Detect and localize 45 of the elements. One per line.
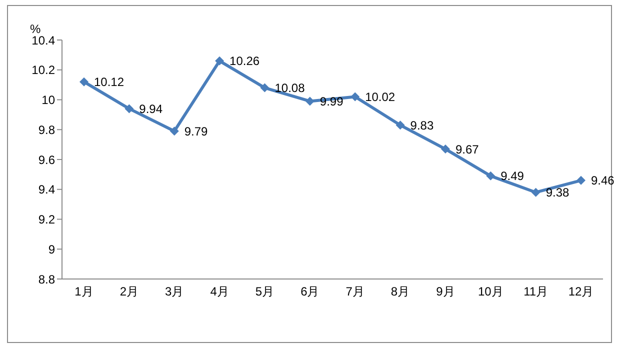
y-tick-label: 9.8	[38, 122, 56, 137]
y-tick-label: 9.2	[38, 212, 56, 227]
data-label: 10.02	[365, 90, 396, 104]
point	[305, 96, 314, 106]
data-label: 10.12	[94, 75, 124, 90]
y-axis-title: %	[30, 22, 41, 36]
y-tick-label: 10.2	[32, 63, 56, 78]
point	[531, 188, 540, 197]
x-tick-label: 6月	[300, 284, 320, 299]
x-tick-label: 1月	[74, 284, 94, 299]
data-label: 9.79	[184, 124, 208, 138]
point	[396, 120, 405, 130]
point	[440, 144, 450, 154]
x-tick-label: 9月	[436, 284, 455, 299]
point	[80, 77, 88, 86]
point	[170, 126, 179, 136]
x-tick-label: 4月	[210, 284, 229, 299]
data-label: 10.08	[274, 81, 306, 96]
x-tick-label: 8月	[390, 284, 410, 299]
point	[260, 83, 270, 92]
data-label: 9.67	[455, 142, 480, 156]
data-label: 9.46	[591, 174, 615, 188]
point	[486, 171, 496, 180]
point	[124, 104, 134, 114]
data-label: 10.26	[230, 54, 260, 68]
x-tick-label: 5月	[255, 284, 274, 299]
y-tick-label: 9	[48, 242, 56, 256]
y-tick-label: 10.4	[32, 33, 56, 48]
x-tick-label: 3月	[165, 284, 184, 299]
x-tick-label: 12月	[568, 284, 594, 299]
point	[350, 92, 360, 102]
x-tick-label: 11月	[524, 284, 548, 299]
x-tick-label: 2月	[120, 284, 139, 299]
x-tick-label: 10月	[478, 284, 504, 299]
data-label: 9.38	[546, 186, 570, 200]
data-label: 9.49	[500, 169, 524, 184]
data-label: 9.83	[410, 118, 434, 132]
y-tick-label: 9.6	[38, 152, 56, 167]
y-tick-label: 10	[42, 93, 56, 108]
point	[215, 56, 224, 66]
point	[576, 176, 586, 185]
x-tick-label: 7月	[346, 284, 364, 299]
y-tick-label: 9.4	[38, 182, 56, 197]
y-tick-label: 8.8	[38, 272, 56, 286]
data-label: 9.94	[139, 102, 163, 116]
